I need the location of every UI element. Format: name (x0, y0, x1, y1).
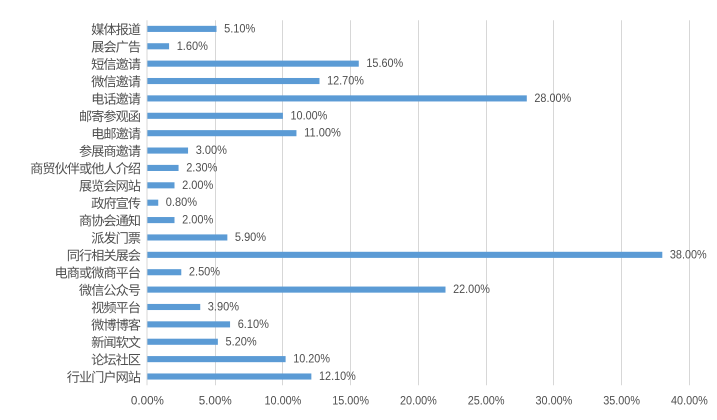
svg-text:25.00%: 25.00% (468, 394, 505, 408)
svg-text:38.00%: 38.00% (670, 248, 707, 261)
svg-text:0.80%: 0.80% (166, 196, 197, 209)
svg-text:10.00%: 10.00% (265, 394, 302, 408)
svg-text:2.30%: 2.30% (186, 161, 217, 174)
svg-text:22.00%: 22.00% (453, 283, 490, 296)
svg-text:35.00%: 35.00% (603, 394, 640, 408)
svg-text:3.00%: 3.00% (196, 144, 227, 157)
svg-text:5.90%: 5.90% (235, 231, 266, 244)
svg-text:2.50%: 2.50% (189, 266, 220, 279)
svg-text:5.20%: 5.20% (226, 335, 257, 348)
svg-text:15.00%: 15.00% (332, 394, 369, 408)
svg-text:28.00%: 28.00% (534, 92, 571, 105)
svg-text:30.00%: 30.00% (536, 394, 573, 408)
svg-text:12.70%: 12.70% (327, 75, 364, 88)
svg-text:12.10%: 12.10% (319, 370, 356, 383)
svg-text:2.00%: 2.00% (182, 214, 213, 227)
svg-text:5.10%: 5.10% (224, 22, 255, 35)
svg-text:10.20%: 10.20% (293, 353, 330, 366)
svg-text:2.00%: 2.00% (182, 179, 213, 192)
svg-text:0.00%: 0.00% (131, 394, 164, 408)
svg-text:6.10%: 6.10% (238, 318, 269, 331)
svg-text:10.00%: 10.00% (291, 109, 328, 122)
svg-text:40.00%: 40.00% (671, 394, 708, 408)
svg-text:15.60%: 15.60% (366, 57, 403, 70)
svg-text:3.90%: 3.90% (208, 300, 239, 313)
svg-text:11.00%: 11.00% (304, 127, 341, 140)
svg-text:1.60%: 1.60% (177, 40, 208, 53)
svg-text:20.00%: 20.00% (400, 394, 437, 408)
svg-text:5.00%: 5.00% (199, 394, 232, 408)
